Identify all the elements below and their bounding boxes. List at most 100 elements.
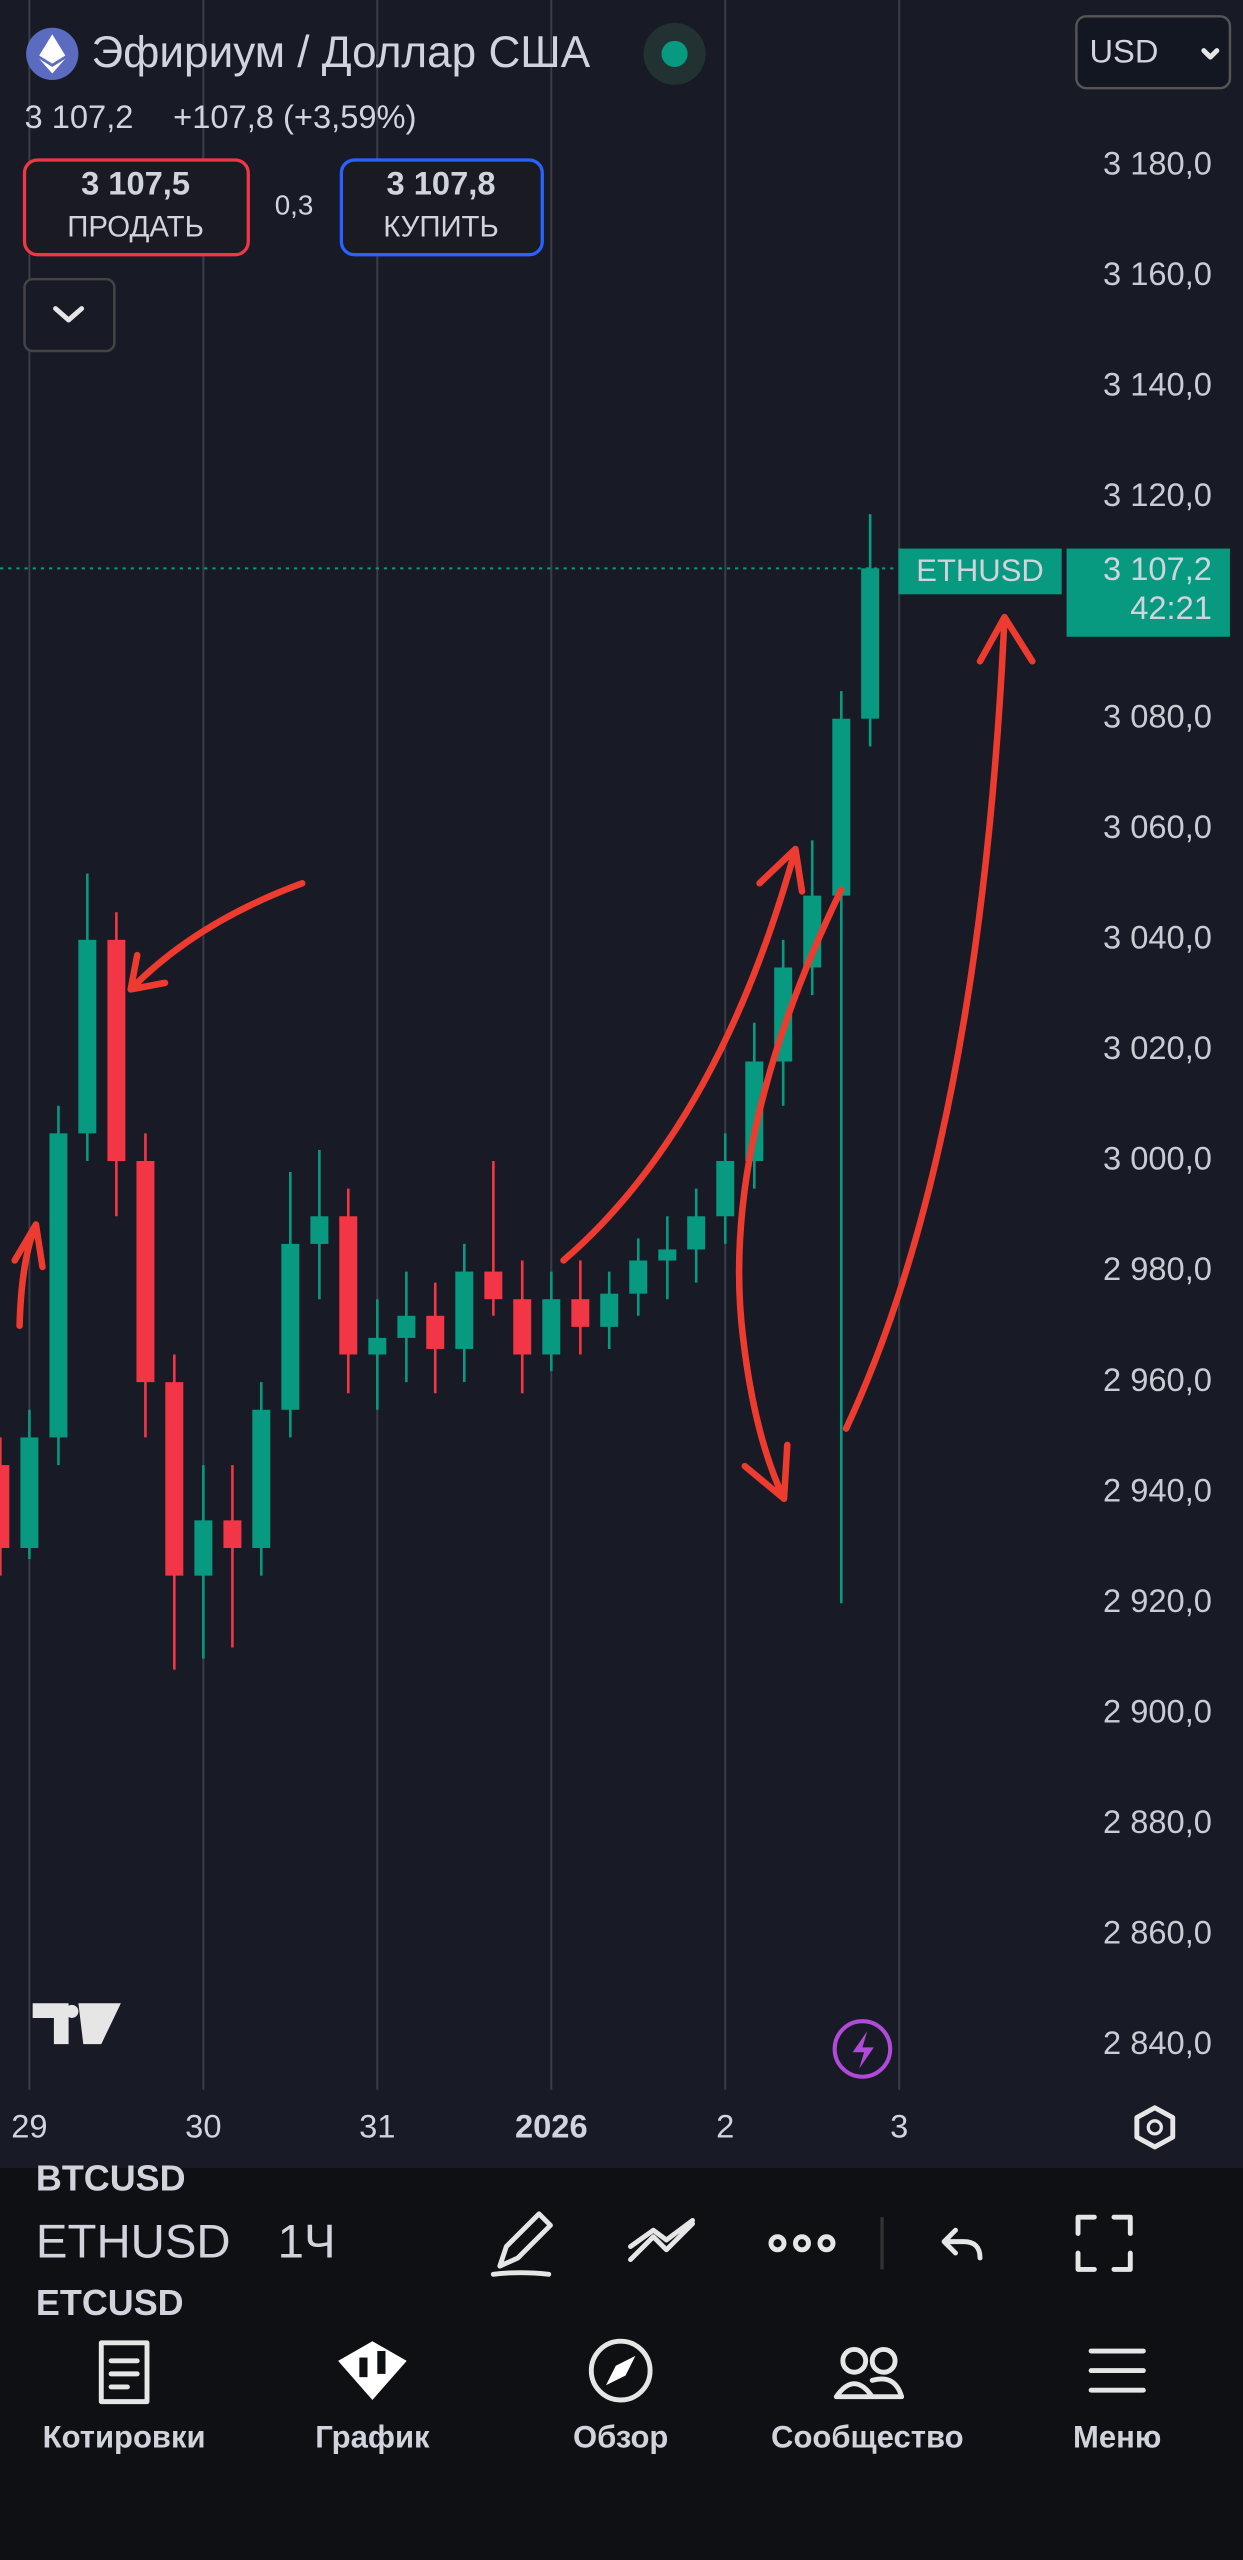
y-tick-label: 3 000,0 xyxy=(1103,1140,1212,1177)
chevron-icon xyxy=(53,306,85,323)
instrument-title: Эфириум / Доллар США xyxy=(91,28,590,77)
arrow xyxy=(11,1221,46,1329)
candle-body xyxy=(658,1249,677,1261)
candle-body xyxy=(484,1271,503,1300)
arrow xyxy=(560,845,806,1264)
nav-label: Сообщество xyxy=(771,2419,964,2454)
dot xyxy=(768,2234,787,2253)
arrow xyxy=(842,613,1036,1432)
y-tick-label: 2 860,0 xyxy=(1103,1914,1212,1951)
eth-glyph xyxy=(39,34,66,74)
more-icon[interactable] xyxy=(768,2234,836,2253)
chart-icon-bar xyxy=(359,2357,368,2378)
currency-select[interactable] xyxy=(1075,15,1232,90)
prev-symbol[interactable]: BTCUSD xyxy=(36,2158,186,2199)
nav-community[interactable]: Сообщество xyxy=(771,2346,964,2454)
price-tag-value: 3 107,2 xyxy=(1103,550,1212,587)
buy-price: 3 107,8 xyxy=(387,165,496,202)
x-tick-label: 29 xyxy=(11,2108,47,2145)
nav-quotes[interactable]: Котировки xyxy=(43,2340,206,2455)
toolbar xyxy=(0,2168,1243,2319)
next-symbol[interactable]: ETCUSD xyxy=(36,2282,184,2323)
y-tick-label: 3 080,0 xyxy=(1103,697,1212,734)
nav-overview[interactable]: Обзор xyxy=(573,2338,668,2454)
y-tick-label: 3 120,0 xyxy=(1103,476,1212,513)
candle-body xyxy=(20,1437,39,1548)
candle-body xyxy=(281,1243,300,1410)
y-tick-label: 2 940,0 xyxy=(1103,1471,1212,1508)
indicators-icon[interactable] xyxy=(628,2217,696,2263)
nav-label: Обзор xyxy=(573,2419,668,2454)
sell-button[interactable] xyxy=(22,158,250,257)
candle-body xyxy=(49,1133,68,1438)
compass-needle xyxy=(605,2355,636,2386)
candle-body xyxy=(165,1382,184,1576)
candle-body xyxy=(542,1299,561,1355)
toolbar-interval[interactable]: 1Ч xyxy=(278,2215,336,2268)
y-tick-label: 2 980,0 xyxy=(1103,1250,1212,1287)
compass-icon xyxy=(588,2338,653,2403)
y-tick-label: 3 140,0 xyxy=(1103,366,1212,403)
x-tick-label: 3 xyxy=(890,2108,908,2145)
arrow xyxy=(735,886,845,1503)
candle-body xyxy=(310,1216,329,1244)
fullscreen-icon[interactable] xyxy=(1075,2214,1133,2272)
nav-label: Меню xyxy=(1073,2419,1161,2454)
candle-body xyxy=(426,1315,445,1349)
toolbar-symbol[interactable]: ETHUSD xyxy=(36,2215,231,2268)
candle-body xyxy=(861,568,880,719)
nav-bar xyxy=(0,2318,1243,2560)
candle-body xyxy=(745,1061,764,1161)
price-tag xyxy=(1066,548,1230,637)
chart-icon-bar xyxy=(377,2351,386,2374)
sell-price: 3 107,5 xyxy=(81,165,190,202)
y-tick-label: 3 060,0 xyxy=(1103,808,1212,845)
y-tick-label: 2 960,0 xyxy=(1103,1361,1212,1398)
y-tick-label: 3 180,0 xyxy=(1103,144,1212,181)
symbol-tag-label: ETHUSD xyxy=(916,553,1044,588)
chart-icon xyxy=(338,2341,407,2400)
undo-icon[interactable] xyxy=(941,2227,983,2261)
sell-label: ПРОДАТЬ xyxy=(67,210,204,243)
last-price: 3 107,2 xyxy=(25,98,134,135)
candle-body xyxy=(571,1299,590,1327)
y-tick-label: 2 920,0 xyxy=(1103,1582,1212,1619)
events-button[interactable] xyxy=(832,2019,893,2079)
price-change: +107,8 (+3,59%) xyxy=(173,98,416,135)
collapse-button[interactable] xyxy=(23,277,116,353)
nav-chart[interactable]: График xyxy=(315,2341,430,2454)
tv-logo xyxy=(32,2003,121,2045)
candle-body xyxy=(252,1409,271,1548)
settings-icon-center xyxy=(1146,2119,1163,2136)
y-tick-label: 3 160,0 xyxy=(1103,255,1212,292)
market-status-dot xyxy=(661,40,688,67)
candle-body xyxy=(513,1299,532,1355)
candle-body xyxy=(194,1520,213,1576)
person-icon xyxy=(840,2346,869,2375)
candle-body xyxy=(107,939,126,1161)
candle-body xyxy=(368,1337,387,1355)
price-tag-countdown: 42:21 xyxy=(1130,589,1212,626)
dot xyxy=(817,2234,836,2253)
axes: 29 30 31 2026 2 3 3 180,0 3 160,0 3 140,0 3 120,0… xyxy=(11,144,1212,2144)
x-tick-label: 30 xyxy=(185,2108,221,2145)
buy-label: КУПИТЬ xyxy=(383,210,499,243)
nav-label: График xyxy=(315,2419,430,2454)
candle-body xyxy=(716,1160,735,1217)
candle-body xyxy=(78,939,97,1134)
candle-body xyxy=(397,1315,416,1338)
symbol-tag xyxy=(898,548,1062,595)
dropdown-icon xyxy=(1201,48,1220,60)
candle-body xyxy=(0,1465,10,1548)
settings-icon[interactable] xyxy=(1134,2105,1176,2150)
drawing-icon[interactable] xyxy=(490,2211,553,2277)
candle-body xyxy=(136,1160,155,1383)
y-tick-label: 2 880,0 xyxy=(1103,1803,1212,1840)
quotes-icon xyxy=(98,2340,150,2405)
candle-body xyxy=(600,1293,619,1327)
people-icon xyxy=(833,2376,905,2400)
nav-menu[interactable]: Меню xyxy=(1073,2348,1161,2454)
x-tick-label: 2026 xyxy=(515,2108,588,2145)
buy-button[interactable] xyxy=(339,158,544,257)
